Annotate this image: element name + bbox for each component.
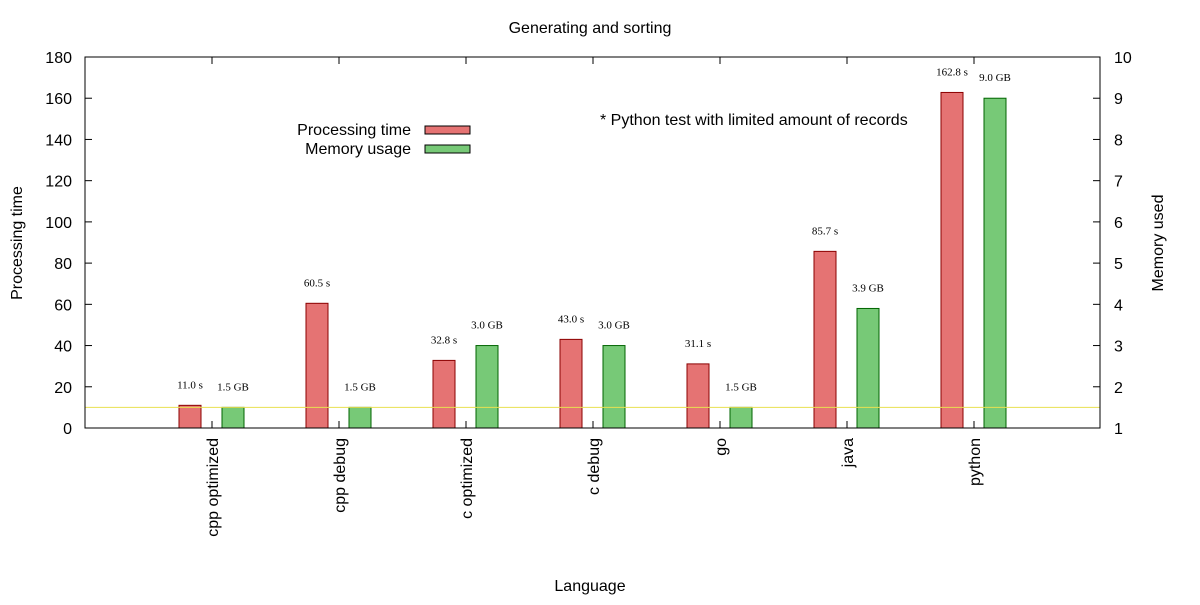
y-axis-title: Processing time [9, 186, 26, 300]
y2-tick-label: 1 [1114, 421, 1123, 438]
data-label-processing-time-java: 85.7 s [812, 225, 838, 237]
y2-tick-label: 5 [1114, 256, 1123, 273]
y2-tick-label: 9 [1114, 91, 1123, 108]
bar-memory-usage-python [983, 97, 1007, 429]
y-tick-label: 80 [54, 256, 72, 273]
legend-swatch-processing-time [424, 125, 471, 135]
data-label-processing-time-cpp-debug: 60.5 s [304, 277, 330, 289]
chart-title: Generating and sorting [509, 20, 672, 37]
y-tick-label: 120 [45, 174, 72, 191]
data-label-processing-time-cpp-optimized: 11.0 s [177, 379, 203, 391]
data-label-memory-usage-cpp-debug: 1.5 GB [344, 381, 376, 393]
bar-processing-time-java [813, 250, 837, 429]
y2-tick-label: 2 [1114, 380, 1123, 397]
legend-swatch-memory-usage [424, 144, 471, 154]
y-tick-label: 60 [54, 297, 72, 314]
chart-annotation: * Python test with limited amount of rec… [600, 112, 908, 129]
y2-axis-title: Memory used [1150, 195, 1167, 292]
data-label-processing-time-c-debug: 43.0 s [558, 313, 584, 325]
bar-processing-time-python [940, 91, 964, 429]
data-label-memory-usage-python: 9.0 GB [979, 72, 1011, 84]
bar-processing-time-go [686, 363, 710, 429]
y2-tick-label: 7 [1114, 174, 1123, 191]
x-axis-title: Language [554, 578, 625, 595]
y-tick-label: 20 [54, 380, 72, 397]
bar-memory-usage-cpp-debug [348, 406, 372, 429]
y-tick-label: 40 [54, 339, 72, 356]
x-tick-label-python: python [967, 438, 984, 486]
x-tick-label-java: java [840, 438, 857, 468]
bar-memory-usage-cpp-optimized [221, 406, 245, 429]
y-tick-label: 100 [45, 215, 72, 232]
y2-tick-label: 4 [1114, 297, 1123, 314]
y-tick-label: 0 [63, 421, 72, 438]
data-label-memory-usage-c-optimized: 3.0 GB [471, 320, 503, 332]
legend-label-processing-time: Processing time [297, 122, 411, 139]
bar-processing-time-c-optimized [432, 359, 456, 429]
y2-tick-label: 10 [1114, 50, 1132, 67]
legend-label-memory-usage: Memory usage [305, 141, 411, 158]
bar-memory-usage-c-optimized [475, 345, 499, 429]
data-label-processing-time-c-optimized: 32.8 s [431, 334, 457, 346]
x-tick-label-cpp-optimized: cpp optimized [205, 438, 222, 537]
y-tick-label: 180 [45, 50, 72, 67]
y2-tick-label: 6 [1114, 215, 1123, 232]
bar-memory-usage-java [856, 307, 880, 429]
data-label-memory-usage-c-debug: 3.0 GB [598, 320, 630, 332]
data-label-processing-time-python: 162.8 s [936, 66, 968, 78]
bar-memory-usage-c-debug [602, 345, 626, 429]
data-label-memory-usage-go: 1.5 GB [725, 381, 757, 393]
y2-tick-label: 8 [1114, 132, 1123, 149]
bar-memory-usage-go [729, 406, 753, 429]
data-label-memory-usage-java: 3.9 GB [852, 282, 884, 294]
y-tick-label: 160 [45, 91, 72, 108]
x-tick-label-go: go [713, 438, 730, 456]
x-tick-label-cpp-debug: cpp debug [332, 438, 349, 513]
y2-tick-label: 3 [1114, 339, 1123, 356]
bar-processing-time-cpp-optimized [178, 404, 202, 429]
x-tick-label-c-optimized: c optimized [459, 438, 476, 519]
legend: Processing time Memory usage [297, 122, 471, 158]
data-label-memory-usage-cpp-optimized: 1.5 GB [217, 381, 249, 393]
bar-processing-time-c-debug [559, 338, 583, 429]
data-label-processing-time-go: 31.1 s [685, 338, 711, 350]
bar-processing-time-cpp-debug [305, 302, 329, 429]
y-tick-label: 140 [45, 132, 72, 149]
plot-frame [84, 56, 1101, 429]
x-tick-label-c-debug: c debug [586, 438, 603, 495]
